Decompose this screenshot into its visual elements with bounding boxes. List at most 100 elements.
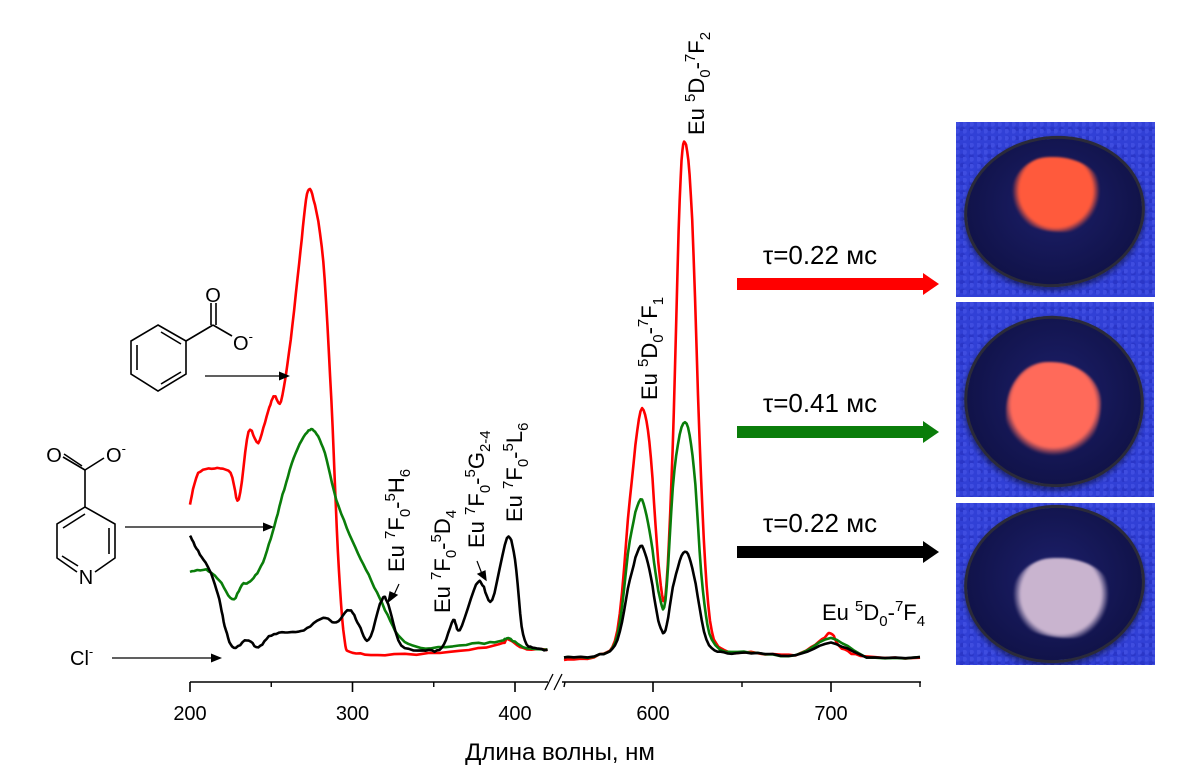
transition-label-part: 7 [428, 572, 445, 580]
x-axis: 200 300 400 600 700 [173, 673, 921, 725]
transition-label-part: 7 [682, 54, 699, 62]
lifetime-label: τ=0.22 мс [763, 508, 877, 538]
transition-label-part: 0 [515, 459, 532, 467]
transition-label-part: 7 [635, 319, 652, 327]
transition-label-part: 4 [917, 613, 925, 630]
chloride-emission-curve [563, 544, 921, 660]
transition-label-part: Eu [384, 539, 409, 572]
transition-label-part: D [637, 343, 662, 359]
chloride-excitation-curve [188, 534, 548, 654]
transition-label-part: 0 [650, 334, 667, 342]
x-tick-label: 200 [173, 703, 206, 725]
sample-photo [956, 503, 1155, 665]
transition-label-part: - [684, 62, 709, 69]
transition-label-part: 7 [382, 531, 399, 539]
sample-photo [956, 122, 1155, 297]
transition-label: Eu 7F0-5D4 [428, 510, 460, 613]
transition-label-part: F [502, 467, 527, 480]
transition-label-part: 0 [879, 613, 887, 630]
transition-label-part: 5 [382, 493, 399, 501]
benzoate-structure [130, 303, 233, 392]
lifetime-arrow-head [923, 421, 939, 443]
transition-label: Eu 5D0-7F4 [822, 598, 925, 630]
luminescent-powder [1006, 362, 1101, 457]
transition-label-part: F [464, 493, 489, 506]
lifetime-arrow-head [923, 273, 939, 295]
x-axis-title: Длина волны, нм [465, 739, 655, 766]
transition-label-part: Eu [822, 600, 855, 625]
lifetime-arrow-head [923, 541, 939, 563]
transition-label-part: 1 [650, 297, 667, 305]
chloride-arrow [112, 653, 222, 663]
transition-label-part: F [903, 600, 916, 625]
transition-label: Eu 7F0-5H6 [382, 469, 414, 572]
chloride-label: Cl- [70, 644, 93, 670]
transition-label-part: 0 [443, 550, 460, 558]
benzoate-excitation-curve [188, 187, 548, 657]
isonicotinate-structure [56, 453, 116, 573]
transition-label-part: 0 [397, 509, 414, 517]
transition-label-part: 5 [855, 598, 863, 615]
lifetime-arrow-shaft [737, 426, 925, 438]
lifetime-arrow-shaft [737, 278, 925, 290]
lifetime-label: τ=0.41 мс [763, 388, 877, 418]
lifetime-arrows: τ=0.22 мс τ=0.41 мс τ=0.22 мс [737, 240, 939, 563]
x-minor-tick [563, 681, 566, 688]
transition-label-part: 7 [462, 507, 479, 515]
isonicotinate-arrow [125, 522, 274, 532]
sample-photo [956, 302, 1154, 497]
luminescent-powder [1011, 157, 1101, 232]
transition-label-part: D [430, 518, 455, 534]
x-tick-label: 700 [814, 703, 847, 725]
transition-label-part: 7 [895, 598, 903, 615]
transition-label-part: H [384, 477, 409, 493]
transition-label: Eu 7F0-5G2-4 [462, 430, 494, 548]
transition-label-part: 5 [428, 534, 445, 542]
spectra-curves [188, 140, 921, 662]
transition-label: Eu 5D0-7F1 [635, 297, 667, 400]
isonicotinate-excitation-curve [189, 427, 548, 651]
transition-label-part: 6 [515, 423, 532, 431]
transition-label-part: 7 [500, 481, 517, 489]
x-tick-label: 400 [498, 703, 531, 725]
transition-label-part: Eu [430, 580, 455, 613]
transition-label-part: 2-4 [477, 430, 494, 452]
transition-label-part: D [863, 600, 879, 625]
transition-label-part: Eu [637, 367, 662, 400]
isonicotinate-o-minus-label: O- [106, 441, 126, 467]
transition-label-part: F [637, 305, 662, 318]
transition-label-part: 5 [462, 469, 479, 477]
transition-label-part: 0 [697, 69, 714, 77]
transition-label-part: D [684, 78, 709, 94]
lifetime-arrow-shaft [737, 546, 925, 558]
transition-label-part: F [384, 517, 409, 530]
transition-label-part: - [384, 502, 409, 509]
x-tick-label: 300 [336, 703, 369, 725]
transition-label-part: - [637, 327, 662, 334]
transition-label-part: 5 [682, 94, 699, 102]
transition-label-part: Eu [502, 489, 527, 522]
transition-label: Eu 5D0-7F2 [682, 32, 714, 135]
isonicotinate-o-label: O [46, 445, 62, 467]
transition-label-part: G [464, 452, 489, 469]
x-tick-label: 600 [636, 703, 669, 725]
lifetime-label: τ=0.22 мс [763, 240, 877, 270]
transition-label-part: Eu [684, 102, 709, 135]
annotation-arrows [387, 560, 487, 604]
isonicotinate-n-label: N [79, 567, 93, 589]
benzoate-arrow [205, 371, 290, 381]
transition-label-part: Eu [464, 515, 489, 548]
transition-label-part: L [502, 431, 527, 443]
transition-label-part: 5 [500, 443, 517, 451]
transition-label-part: 0 [477, 485, 494, 493]
transition-label-part: - [464, 478, 489, 485]
transition-label-part: - [888, 600, 895, 625]
transition-label-part: 6 [397, 469, 414, 477]
transition-label-part: 4 [443, 510, 460, 518]
transition-label: Eu 7F0-5L6 [500, 423, 532, 522]
luminescent-powder [1011, 558, 1111, 638]
benzoate-emission-curve [563, 140, 921, 662]
transition-label-part: 2 [697, 32, 714, 40]
